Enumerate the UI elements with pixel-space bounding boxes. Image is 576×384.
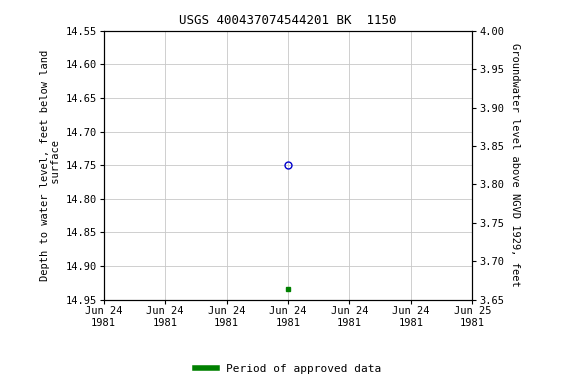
Y-axis label: Depth to water level, feet below land
 surface: Depth to water level, feet below land su… xyxy=(40,50,61,281)
Title: USGS 400437074544201 BK  1150: USGS 400437074544201 BK 1150 xyxy=(179,14,397,27)
Legend: Period of approved data: Period of approved data xyxy=(191,359,385,379)
Y-axis label: Groundwater level above NGVD 1929, feet: Groundwater level above NGVD 1929, feet xyxy=(510,43,520,287)
